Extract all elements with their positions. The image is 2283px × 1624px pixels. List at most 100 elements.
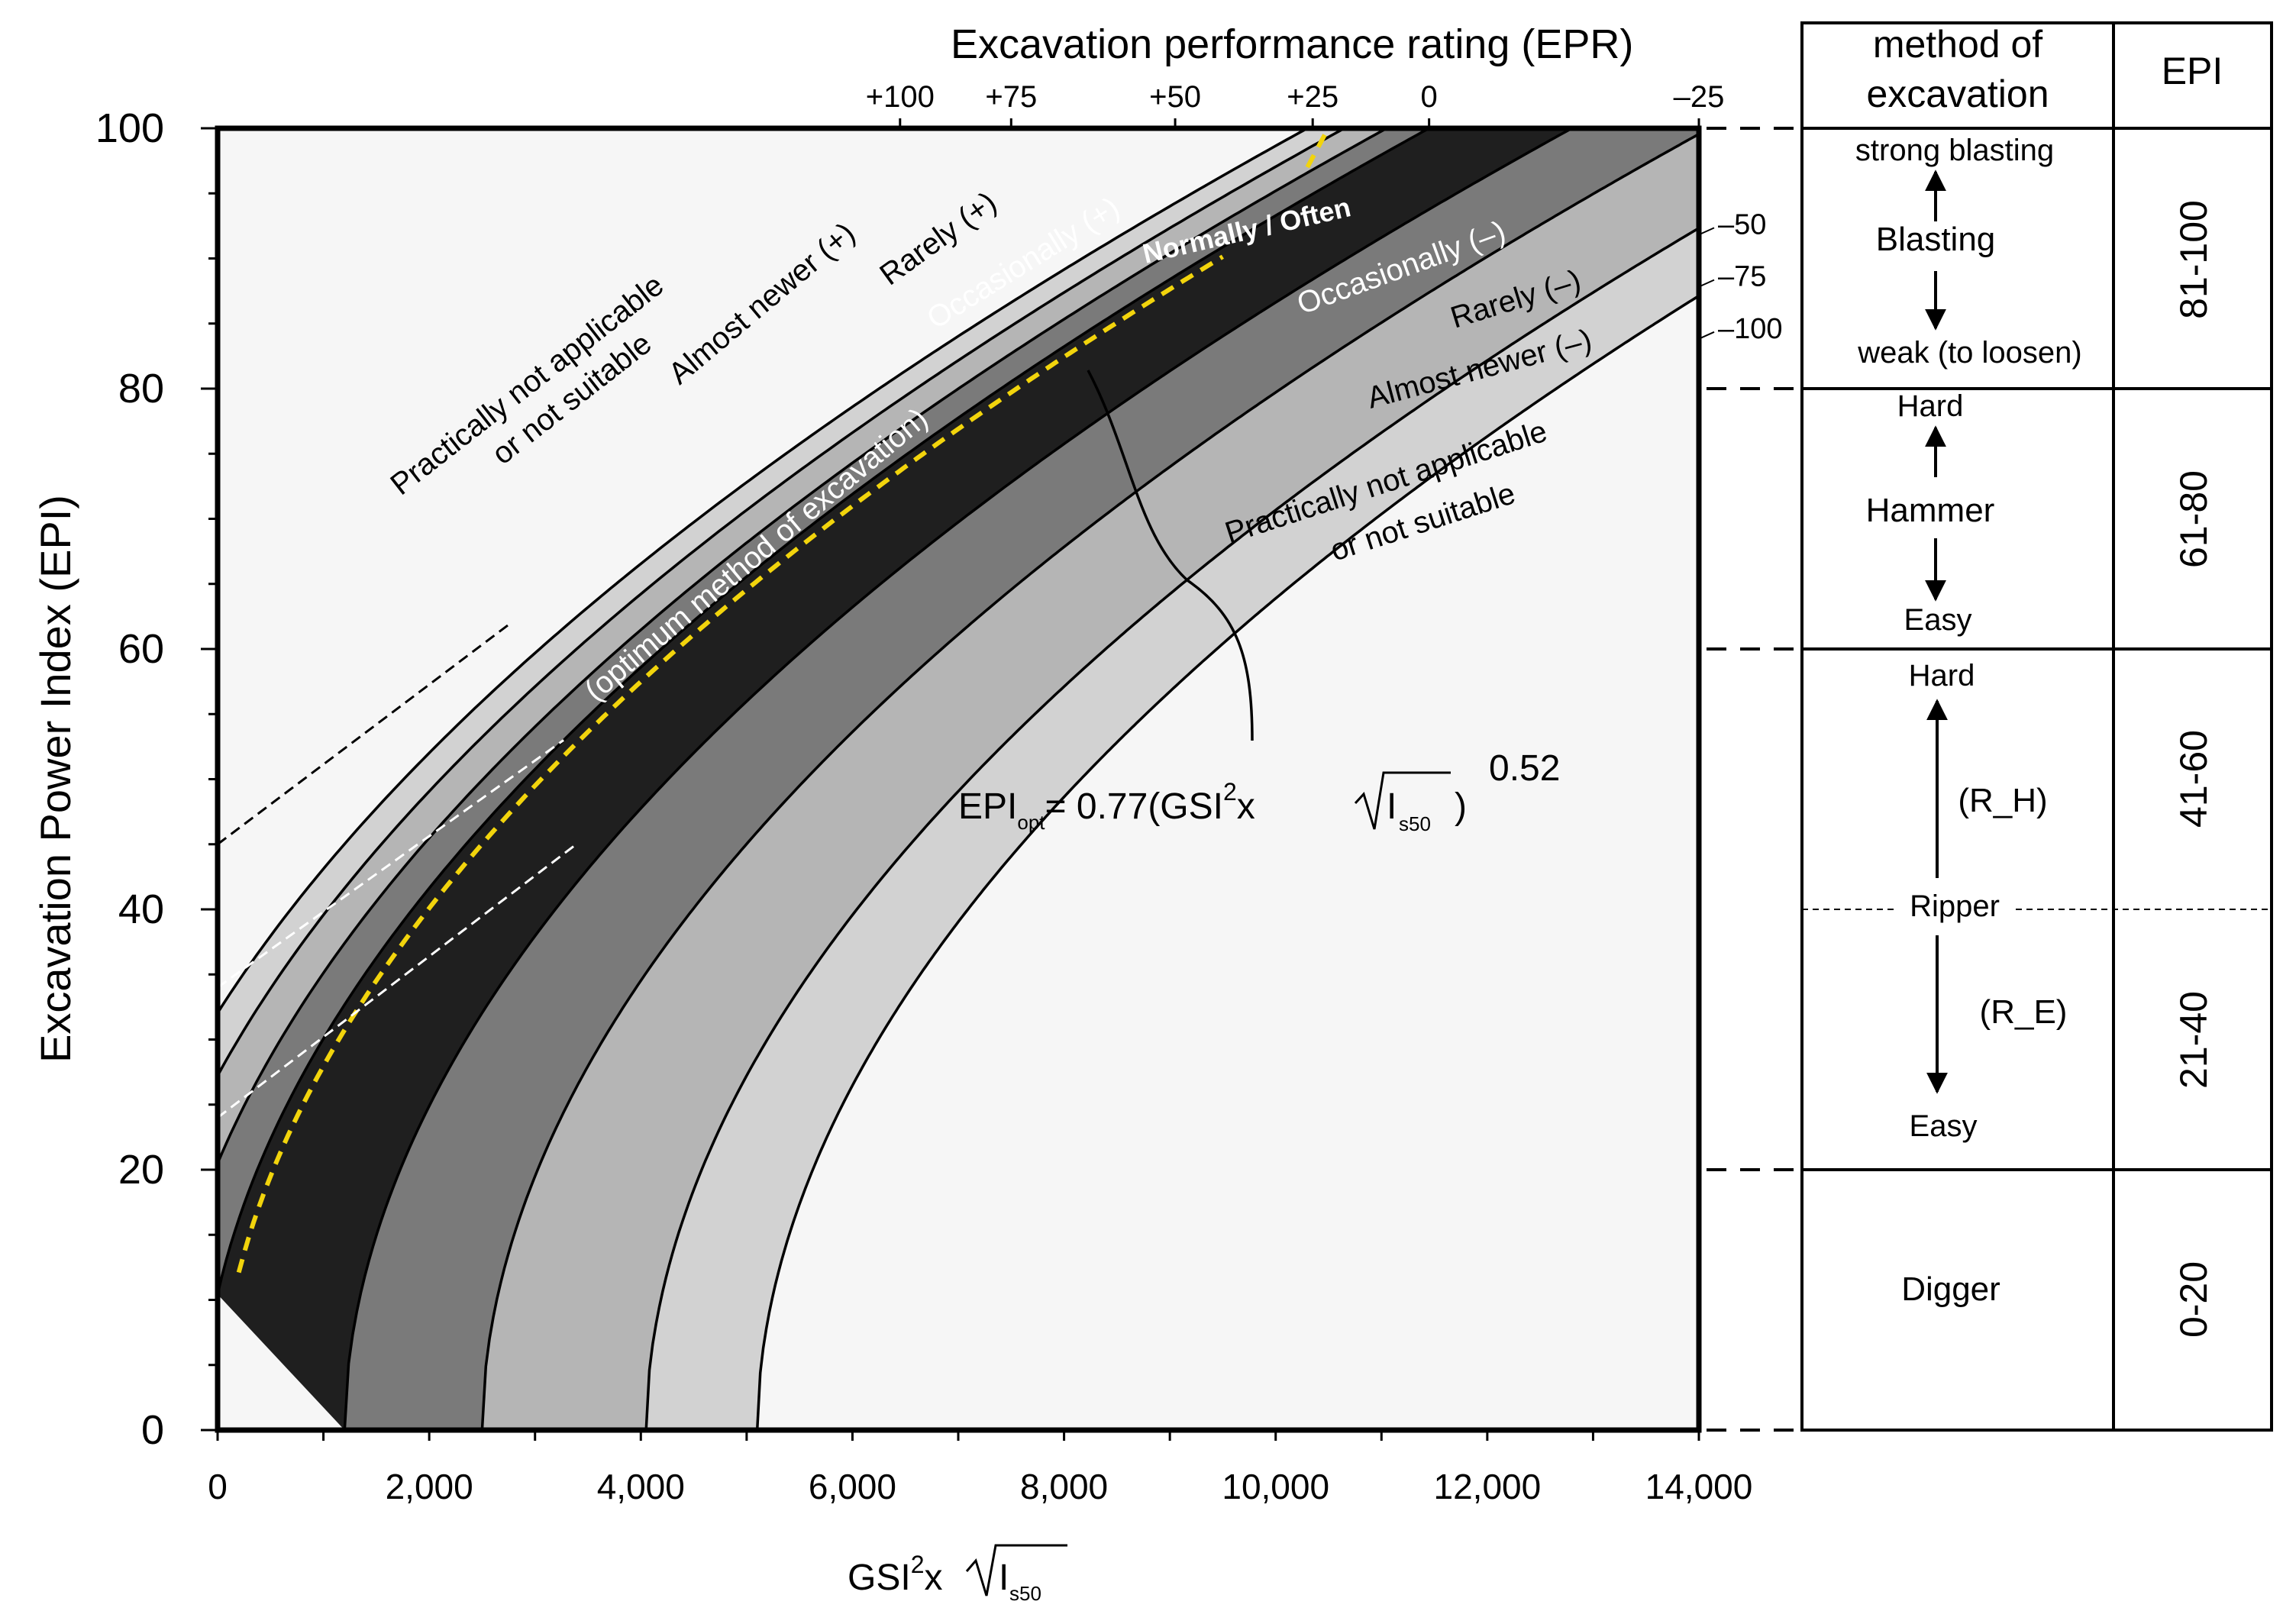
y-tick-label: 0 <box>141 1407 164 1453</box>
table-frame <box>1800 21 2273 1432</box>
formula-sup: 2 <box>1223 778 1237 806</box>
epr-boundary-+75 <box>644 226 1699 1430</box>
ripper-re: (R_E) <box>1980 993 2068 1031</box>
x-axis: 0 2,000 4,000 6,000 8,000 10,000 12,000 14,000 <box>208 1430 1752 1506</box>
ripper-hard: Hard <box>1909 659 1975 693</box>
right-epr-tick <box>1698 331 1715 340</box>
table-header-epi: EPI <box>2162 50 2223 92</box>
x-label-sup: 2 <box>911 1551 925 1578</box>
epr-boundary-+25 <box>343 128 1575 1430</box>
epr-boundary--75 <box>218 128 1348 1077</box>
formula-sqrt-sub: s50 <box>1399 812 1431 835</box>
svg-text:EPIopt= 0.77(GSI2x: EPIopt= 0.77(GSI2x <box>958 778 1255 834</box>
epr-boundary-lines <box>218 128 1699 1430</box>
blasting-label: Blasting <box>1876 221 1996 258</box>
table-header-method-1: method of <box>1873 23 2042 66</box>
boundary-extensions <box>217 622 577 1119</box>
x-label-gsi: GSI <box>848 1558 911 1598</box>
blasting-weak: weak (to loosen) <box>1857 336 2081 370</box>
x-tick-label: 8,000 <box>1020 1467 1108 1506</box>
hammer-label: Hammer <box>1866 492 1995 529</box>
y-axis-label: Excavation Power Index (EPI) <box>31 495 79 1063</box>
zone-band <box>218 128 1572 1430</box>
top-tick-label: –25 <box>1674 80 1725 114</box>
right-epr-tick <box>1698 227 1715 236</box>
blasting-strong: strong blasting <box>1855 134 2054 167</box>
x-tick-label: 12,000 <box>1434 1467 1542 1506</box>
right-epr-label: –50 <box>1718 208 1766 241</box>
formula-x: x <box>1237 786 1255 827</box>
y-tick-label: 20 <box>118 1147 164 1193</box>
boundary-extension <box>217 622 512 845</box>
x-tick-label: 2,000 <box>386 1467 473 1506</box>
x-tick-label: 6,000 <box>809 1467 896 1506</box>
formula-leader-line <box>1087 370 1254 741</box>
y-tick-label: 60 <box>118 626 164 672</box>
optimum-line-main <box>236 254 1224 1274</box>
ripper-rh: (R_H) <box>1958 782 2047 819</box>
top-epr-ticks: +100 +75 +50 +25 0 –25 <box>866 80 1725 128</box>
zone-band <box>344 128 1699 1430</box>
formula-lhs-sub: opt <box>1017 811 1045 834</box>
y-tick-label: 80 <box>118 366 164 412</box>
hammer-easy: Easy <box>1904 603 1972 637</box>
optimum-curve <box>236 128 1429 1274</box>
epr-boundary--50 <box>218 128 1390 1164</box>
formula-close: ) <box>1455 786 1467 827</box>
formula-sqrt-sign <box>1354 771 1451 830</box>
ripper-label: Ripper <box>1910 889 2000 923</box>
top-tick-label: 0 <box>1421 80 1438 114</box>
right-epr-tick <box>1698 279 1715 288</box>
method-table: method of excavation EPI strong blasting… <box>1800 21 2273 1432</box>
formula-lhs: EPI <box>958 786 1017 827</box>
epr-boundary-+50 <box>480 132 1699 1430</box>
digger-label: Digger <box>1901 1270 2000 1308</box>
right-epr-labels: –50 –75 –100 <box>1698 208 1783 345</box>
y-tick-label: 100 <box>95 105 164 151</box>
zone-band <box>482 134 1699 1430</box>
epr-boundary--100 <box>218 128 1310 1014</box>
formula-sqrt-arg: I <box>1387 786 1397 827</box>
epi-range-0-20: 0-20 <box>2172 1261 2215 1338</box>
epi-range-81-100: 81-100 <box>2172 200 2215 319</box>
y-tick-label: 40 <box>118 886 164 932</box>
top-tick-label: +100 <box>866 80 935 114</box>
zone-bands <box>218 128 1699 1430</box>
ripper-easy: Easy <box>1910 1109 1978 1143</box>
right-epr-label: –75 <box>1718 261 1766 293</box>
epi-range-41-60: 41-60 <box>2172 730 2215 828</box>
formula-rhs: = 0.77(GSI <box>1045 786 1223 827</box>
x-tick-label: 4,000 <box>597 1467 685 1506</box>
x-label-x: x <box>924 1558 942 1598</box>
svg-text:GSI2x: GSI2x <box>848 1551 942 1598</box>
top-tick-label: +50 <box>1149 80 1201 114</box>
zone-band <box>757 295 1699 1430</box>
zone-band <box>646 228 1699 1430</box>
x-tick-label: 14,000 <box>1645 1467 1753 1506</box>
y-axis: 0 20 40 60 80 100 <box>95 105 218 1453</box>
x-tick-label: 0 <box>208 1467 228 1506</box>
top-tick-label: +25 <box>1287 80 1338 114</box>
hammer-hard: Hard <box>1897 389 1964 423</box>
zone-band <box>218 128 1308 1013</box>
x-label-sqrt-sign <box>965 1544 1067 1597</box>
formula: EPIopt= 0.77(GSI2x I s50 ) 0.52 <box>958 748 1560 835</box>
epi-range-61-80: 61-80 <box>2172 470 2215 568</box>
x-label-sqrt-arg: I <box>999 1558 1009 1598</box>
x-tick-label: 10,000 <box>1222 1467 1329 1506</box>
boundary-extension <box>217 843 577 1119</box>
table-connectors <box>1707 127 1802 1432</box>
epr-boundary-+100 <box>755 294 1699 1430</box>
boundary-extension <box>217 739 565 989</box>
x-axis-label: GSI2x I s50 <box>848 1544 1067 1605</box>
epi-range-21-40: 21-40 <box>2172 991 2215 1089</box>
chart-title: Excavation performance rating (EPR) <box>951 21 1633 67</box>
formula-exponent: 0.52 <box>1489 748 1560 789</box>
epr-boundary--25 <box>218 128 1432 1295</box>
ripper-label-bg <box>1894 892 2016 927</box>
x-label-sub: s50 <box>1009 1582 1041 1605</box>
top-tick-label: +75 <box>985 80 1037 114</box>
table-header-method-2: excavation <box>1866 73 2049 115</box>
right-epr-label: –100 <box>1718 313 1783 345</box>
